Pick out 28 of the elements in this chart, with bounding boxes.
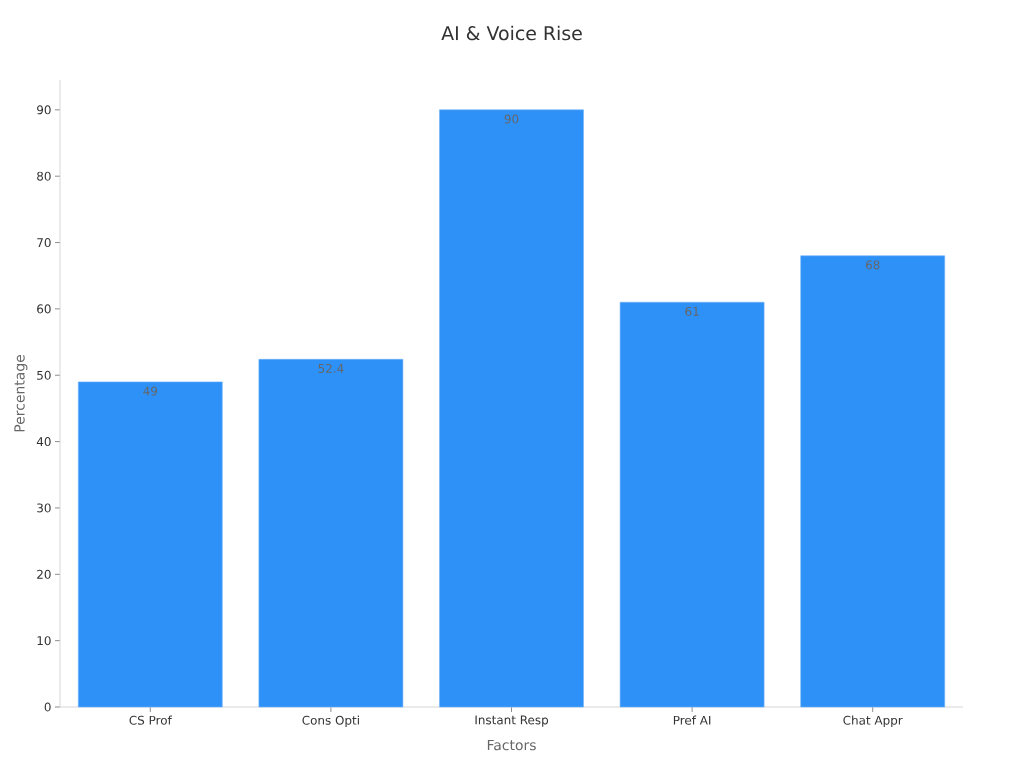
y-tick-label: 70 [37,238,51,248]
y-tick-label: 0 [44,702,51,712]
y-tick-label: 60 [37,304,51,314]
y-tick-label: 30 [37,503,51,513]
y-axis-title: Percentage [14,354,28,432]
y-tick-label: 40 [36,437,51,447]
y-tick-label: 50 [37,370,51,380]
chart-title: AI & Voice Rise [441,25,582,41]
data-label: 68 [865,260,880,270]
x-tick-label: Instant Resp [475,715,549,727]
x-tick-label: Pref AI [673,715,711,725]
x-axis-title: Factors [487,739,536,751]
x-tick-label: Cons Opti [302,715,359,728]
data-label: 90 [504,114,519,124]
bar [619,301,765,708]
bar [800,255,946,708]
x-tick-label: Chat Appr [843,715,903,728]
bar [78,381,223,708]
y-tick-label: 20 [37,569,51,579]
bar [439,109,584,708]
x-tick-label: CS Prof [129,715,172,725]
y-tick-label: 10 [37,636,51,646]
y-tick-label: 80 [37,171,51,181]
data-label: 52.4 [318,363,344,373]
y-tick-label: 90 [37,105,51,115]
data-label: 61 [685,306,699,316]
data-label: 49 [143,386,158,396]
bar [258,359,404,708]
